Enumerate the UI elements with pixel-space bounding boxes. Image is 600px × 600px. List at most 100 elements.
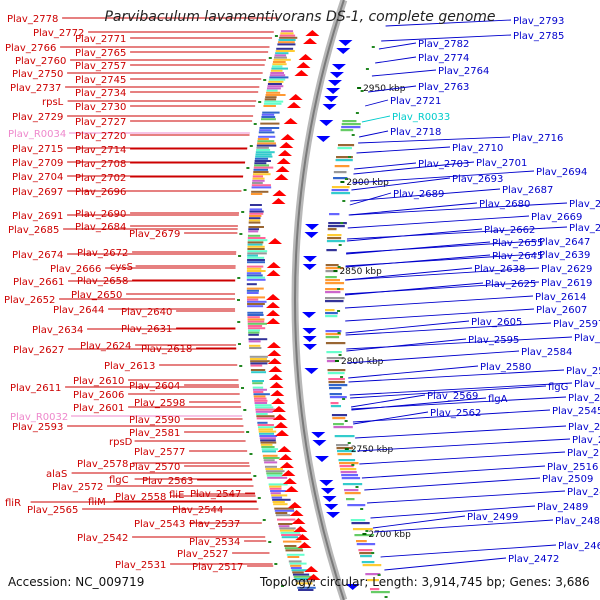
gene-label-right[interactable]: Plav_2655 [492, 238, 543, 249]
gene-label-left[interactable]: Plav_2757 [75, 61, 126, 72]
gene-label-right[interactable]: Plav_2647 [539, 237, 590, 248]
gene-label-left[interactable]: Plav_2531 [115, 560, 166, 571]
gene-label-left[interactable]: Plav_2714 [75, 145, 126, 156]
gene-label-right[interactable]: Plav_2625 [485, 279, 536, 290]
gene-label-right[interactable]: Plav_2518 [567, 448, 600, 459]
gene-label-left[interactable]: Plav_2537 [189, 519, 240, 530]
gene-label-right[interactable]: Plav_2716 [512, 133, 563, 144]
gene-label-right[interactable]: Plav_2785 [513, 31, 564, 42]
gene-label-left[interactable]: Plav_2679 [129, 229, 180, 240]
gene-label-right[interactable]: Plav_2597 [553, 319, 600, 330]
gene-label-left[interactable]: cysS [110, 262, 133, 273]
gene-label-right[interactable]: Plav_2687 [502, 185, 553, 196]
gene-label-left[interactable]: Plav_2593 [12, 422, 63, 433]
gene-label-right[interactable]: Plav_2607 [536, 305, 587, 316]
gene-label-right[interactable]: Plav_2605 [471, 317, 522, 328]
gene-label-right[interactable]: Plav_2562 [430, 408, 481, 419]
gene-label-left[interactable]: fliR [5, 498, 21, 509]
gene-label-left[interactable]: Plav_2572 [52, 482, 103, 493]
gene-label-left[interactable]: rpsL [42, 97, 64, 108]
gene-label-right[interactable]: Plav_2703 [418, 159, 469, 170]
gene-label-right[interactable]: Plav_2580 [480, 362, 531, 373]
gene-label-left[interactable]: Plav_2734 [75, 88, 126, 99]
gene-label-left[interactable]: Plav_2604 [129, 381, 180, 392]
gene-label-left[interactable]: Plav_2517 [192, 562, 243, 573]
gene-label-right[interactable]: Plav_2619 [541, 278, 592, 289]
gene-label-left[interactable]: Plav_2565 [27, 505, 78, 516]
gene-label-right[interactable]: Plav_2489 [537, 502, 588, 513]
gene-label-right[interactable]: Plav_2516 [547, 462, 598, 473]
gene-label-left[interactable]: Plav_2697 [12, 187, 63, 198]
gene-label-left[interactable]: fliE [169, 490, 184, 501]
gene-label-right[interactable]: Plav_2721 [390, 96, 441, 107]
gene-label-left[interactable]: Plav_2658 [77, 276, 128, 287]
gene-label-left[interactable]: Plav_2709 [12, 158, 63, 169]
gene-label-left[interactable]: Plav_2631 [121, 324, 172, 335]
gene-label-left[interactable]: Plav_2624 [80, 341, 131, 352]
gene-label-left[interactable]: Plav_2708 [75, 159, 126, 170]
gene-label-left[interactable]: Plav_2627 [13, 345, 64, 356]
gene-label-left[interactable]: Plav_R0032 [10, 412, 68, 423]
gene-label-left[interactable]: Plav_2685 [8, 225, 59, 236]
gene-label-left[interactable]: Plav_2601 [73, 403, 124, 414]
gene-label-left[interactable]: Plav_2590 [129, 415, 180, 426]
gene-label-left[interactable]: Plav_R0034 [8, 129, 66, 140]
gene-label-right[interactable]: Plav_2718 [390, 127, 441, 138]
gene-label-left[interactable]: Plav_2534 [189, 537, 240, 548]
gene-label-right[interactable]: Plav_2468 [558, 541, 600, 552]
gene-label-right[interactable]: Plav_2545 [552, 406, 600, 417]
gene-label-right[interactable]: Plav_2657 [569, 223, 600, 234]
gene-label-left[interactable]: Plav_2613 [104, 361, 155, 372]
gene-label-left[interactable]: Plav_2745 [75, 75, 126, 86]
gene-label-right[interactable]: Plav_2763 [418, 82, 469, 93]
gene-label-right[interactable]: Plav_2680 [479, 199, 530, 210]
gene-label-left[interactable]: Plav_2558 [115, 492, 166, 503]
gene-label-left[interactable]: Plav_2527 [177, 549, 228, 560]
gene-label-left[interactable]: Plav_2766 [5, 43, 56, 54]
gene-label-right[interactable]: Plav_2764 [438, 66, 489, 77]
gene-label-left[interactable]: Plav_2652 [4, 295, 55, 306]
gene-label-right[interactable]: Plav_2586 [574, 333, 600, 344]
gene-label-right[interactable]: Plav_2638 [474, 264, 525, 275]
gene-label-right[interactable]: Plav_2677 [569, 199, 600, 210]
gene-label-left[interactable]: Plav_2730 [75, 102, 126, 113]
gene-label-left[interactable]: alaS [46, 469, 67, 480]
gene-label-left[interactable]: Plav_2696 [75, 187, 126, 198]
gene-label-left[interactable]: Plav_2570 [129, 462, 180, 473]
gene-label-left[interactable]: Plav_2581 [129, 428, 180, 439]
gene-label-right[interactable]: Plav_2568 [566, 366, 600, 377]
gene-label-left[interactable]: Plav_2684 [75, 222, 126, 233]
gene-label-left[interactable]: Plav_2543 [134, 519, 185, 530]
gene-label-right[interactable]: Plav_2529 [572, 435, 600, 446]
gene-label-left[interactable]: Plav_2644 [53, 305, 104, 316]
gene-label-right[interactable]: Plav_2629 [541, 264, 592, 275]
gene-label-left[interactable]: Plav_2661 [13, 277, 64, 288]
gene-label-right[interactable]: Plav_2614 [535, 292, 586, 303]
gene-label-right[interactable]: Plav_2472 [508, 554, 559, 565]
gene-label-left[interactable]: Plav_2618 [141, 344, 192, 355]
gene-label-right[interactable]: Plav_2499 [467, 512, 518, 523]
gene-label-right[interactable]: Plav_2669 [531, 212, 582, 223]
gene-label-left[interactable]: fliM [88, 497, 106, 508]
gene-label-right[interactable]: Plav_2536 [568, 422, 600, 433]
gene-label-left[interactable]: Plav_2666 [50, 264, 101, 275]
gene-label-left[interactable]: Plav_2542 [77, 533, 128, 544]
gene-label-right[interactable]: Plav_2689 [393, 189, 444, 200]
gene-label-left[interactable]: Plav_2544 [172, 505, 223, 516]
gene-label-left[interactable]: Plav_2606 [73, 390, 124, 401]
gene-label-left[interactable]: rpsD [109, 437, 133, 448]
gene-label-left[interactable]: Plav_2672 [77, 248, 128, 259]
gene-label-right[interactable]: Plav_2639 [539, 250, 590, 261]
gene-label-left[interactable]: Plav_2610 [73, 376, 124, 387]
gene-label-right[interactable]: Plav_2509 [542, 474, 593, 485]
gene-label-left[interactable]: flgC [109, 475, 129, 486]
gene-label-right[interactable]: Plav_R0033 [392, 112, 450, 123]
gene-label-left[interactable]: Plav_2547 [190, 489, 241, 500]
gene-label-right[interactable]: Plav_2584 [521, 347, 572, 358]
gene-label-left[interactable]: Plav_2640 [121, 307, 172, 318]
gene-label-right[interactable]: Plav_2595 [468, 335, 519, 346]
gene-label-left[interactable]: Plav_2729 [12, 112, 63, 123]
gene-label-right[interactable]: Plav_2551 [568, 393, 600, 404]
gene-label-left[interactable]: Plav_2577 [134, 447, 185, 458]
